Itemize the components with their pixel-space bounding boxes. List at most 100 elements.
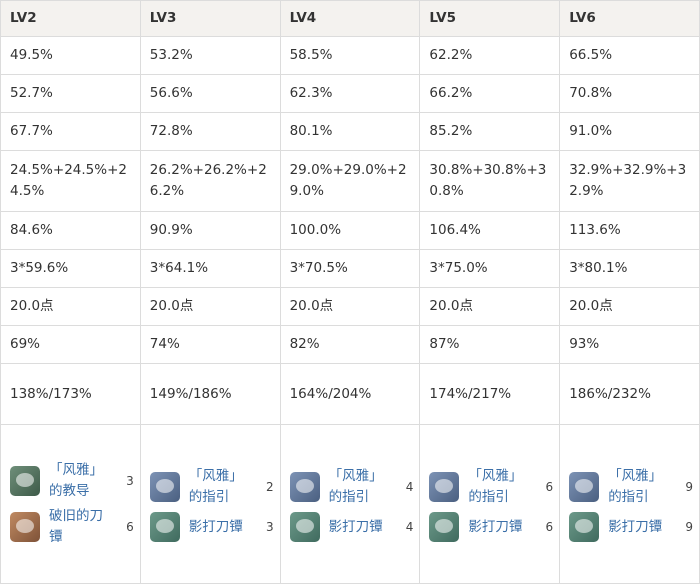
- material-name[interactable]: 「风雅」的指引: [328, 468, 383, 505]
- material-icon: [149, 472, 180, 502]
- material-count: 6: [126, 519, 134, 534]
- table-cell: 20.0点: [0, 287, 141, 326]
- material-item: 「风雅」的指引 6: [429, 466, 553, 508]
- table-cell: 164%/204%: [279, 363, 421, 425]
- table-cell: 82%: [279, 325, 421, 364]
- materials-cell: 「风雅」的指引 6 影打刀镡 6: [419, 424, 561, 584]
- material-name[interactable]: 影打刀镡: [468, 518, 523, 535]
- table-cell: 74%: [139, 325, 281, 364]
- table-cell: 93%: [559, 325, 700, 364]
- material-icon: [429, 512, 460, 542]
- material-name[interactable]: 「风雅」的指引: [468, 468, 523, 505]
- table-cell: 66.2%: [419, 74, 561, 113]
- material-name[interactable]: 「风雅」的教导: [49, 462, 103, 499]
- material-item: 「风雅」的指引 2: [149, 466, 274, 508]
- table-cell: 30.8%+30.8%+30.8%: [419, 150, 561, 212]
- table-cell: 138%/173%: [0, 363, 141, 425]
- material-item: 破旧的刀镡 6: [10, 506, 134, 548]
- table-cell: 29.0%+29.0%+29.0%: [279, 150, 421, 212]
- header-cell: LV5: [419, 0, 561, 37]
- table-cell: 3*64.1%: [139, 249, 281, 288]
- table-cell: 70.8%: [559, 74, 700, 113]
- table-cell: 106.4%: [419, 211, 561, 250]
- header-cell: LV4: [279, 0, 421, 37]
- table-cell: 53.2%: [139, 36, 281, 75]
- header-cell: LV3: [139, 0, 281, 37]
- table-cell: 67.7%: [0, 112, 141, 151]
- table-cell: 69%: [0, 325, 141, 364]
- material-count: 9: [685, 479, 693, 494]
- material-name[interactable]: 影打刀镡: [608, 518, 663, 535]
- material-name[interactable]: 「风雅」的指引: [608, 468, 663, 505]
- material-count: 3: [126, 473, 134, 488]
- table-cell: 20.0点: [559, 287, 700, 326]
- table-cell: 26.2%+26.2%+26.2%: [139, 150, 281, 212]
- table-cell: 87%: [419, 325, 561, 364]
- materials-cell: 「风雅」的教导 3 破旧的刀镡 6: [0, 424, 141, 584]
- table-cell: 24.5%+24.5%+24.5%: [0, 150, 141, 212]
- materials-row: 「风雅」的教导 3 破旧的刀镡 6 「风雅」的指引 2 影打刀镡 3 「风雅」的指引 4 影打刀镡 4…: [0, 424, 700, 584]
- table-row: 49.5% 53.2% 58.5% 62.2% 66.5%: [0, 36, 700, 75]
- table-cell: 113.6%: [559, 211, 700, 250]
- material-icon: [569, 512, 600, 542]
- table-body: 49.5% 53.2% 58.5% 62.2% 66.5% 52.7% 56.6% 62.3%…: [0, 36, 700, 584]
- material-icon: [569, 472, 600, 502]
- material-item: 影打刀镡 4: [289, 512, 414, 542]
- table-cell: 62.3%: [279, 74, 421, 113]
- table-cell: 56.6%: [139, 74, 281, 113]
- material-count: 4: [405, 519, 414, 534]
- material-icon: [289, 512, 320, 542]
- table-cell: 58.5%: [279, 36, 421, 75]
- table-cell: 20.0点: [139, 287, 281, 326]
- header-cell: LV6: [559, 0, 700, 37]
- table-cell: 3*75.0%: [419, 249, 561, 288]
- table-cell: 100.0%: [279, 211, 421, 250]
- table-row: 24.5%+24.5%+24.5% 26.2%+26.2%+26.2% 29.0%+…: [0, 150, 700, 212]
- material-count: 6: [545, 479, 554, 494]
- material-count: 2: [265, 479, 274, 494]
- table-cell: 62.2%: [419, 36, 561, 75]
- material-icon: [10, 512, 40, 542]
- table-row: 67.7% 72.8% 80.1% 85.2% 91.0%: [0, 112, 700, 151]
- material-name[interactable]: 影打刀镡: [328, 518, 383, 535]
- table-cell: 3*70.5%: [279, 249, 421, 288]
- material-item: 「风雅」的指引 9: [569, 466, 693, 508]
- material-name[interactable]: 破旧的刀镡: [49, 508, 103, 545]
- table-cell: 91.0%: [559, 112, 700, 151]
- material-item: 影打刀镡 9: [569, 512, 693, 542]
- table-cell: 3*80.1%: [559, 249, 700, 288]
- table-row: 138%/173% 149%/186% 164%/204% 174%/217% 186%…: [0, 363, 700, 425]
- material-count: 3: [265, 519, 274, 534]
- material-item: 「风雅」的教导 3: [10, 460, 134, 502]
- table-cell: 3*59.6%: [0, 249, 141, 288]
- table-cell: 72.8%: [139, 112, 281, 151]
- table-row: 84.6% 90.9% 100.0% 106.4% 113.6%: [0, 211, 700, 250]
- table-cell: 149%/186%: [139, 363, 281, 425]
- table-cell: 84.6%: [0, 211, 141, 250]
- materials-cell: 「风雅」的指引 2 影打刀镡 3: [139, 424, 281, 584]
- table-cell: 186%/232%: [559, 363, 700, 425]
- material-icon: [429, 472, 460, 502]
- table-cell: 52.7%: [0, 74, 141, 113]
- table-cell: 90.9%: [139, 211, 281, 250]
- material-count: 6: [545, 519, 554, 534]
- table-row: 3*59.6% 3*64.1% 3*70.5% 3*75.0% 3*80.1%: [0, 249, 700, 288]
- table-cell: 20.0点: [419, 287, 561, 326]
- table-cell: 174%/217%: [419, 363, 561, 425]
- material-count: 9: [685, 519, 693, 534]
- material-name[interactable]: 影打刀镡: [188, 518, 243, 535]
- table-row: 69% 74% 82% 87% 93%: [0, 325, 700, 364]
- material-count: 4: [405, 479, 414, 494]
- material-name[interactable]: 「风雅」的指引: [188, 468, 243, 505]
- materials-cell: 「风雅」的指引 4 影打刀镡 4: [279, 424, 421, 584]
- table-cell: 49.5%: [0, 36, 141, 75]
- table-cell: 32.9%+32.9%+32.9%: [559, 150, 700, 212]
- material-icon: [289, 472, 320, 502]
- table-cell: 20.0点: [279, 287, 421, 326]
- materials-cell: 「风雅」的指引 9 影打刀镡 9: [559, 424, 700, 584]
- table-row: 20.0点 20.0点 20.0点 20.0点 20.0点: [0, 287, 700, 326]
- material-icon: [149, 512, 180, 542]
- material-item: 影打刀镡 3: [149, 512, 274, 542]
